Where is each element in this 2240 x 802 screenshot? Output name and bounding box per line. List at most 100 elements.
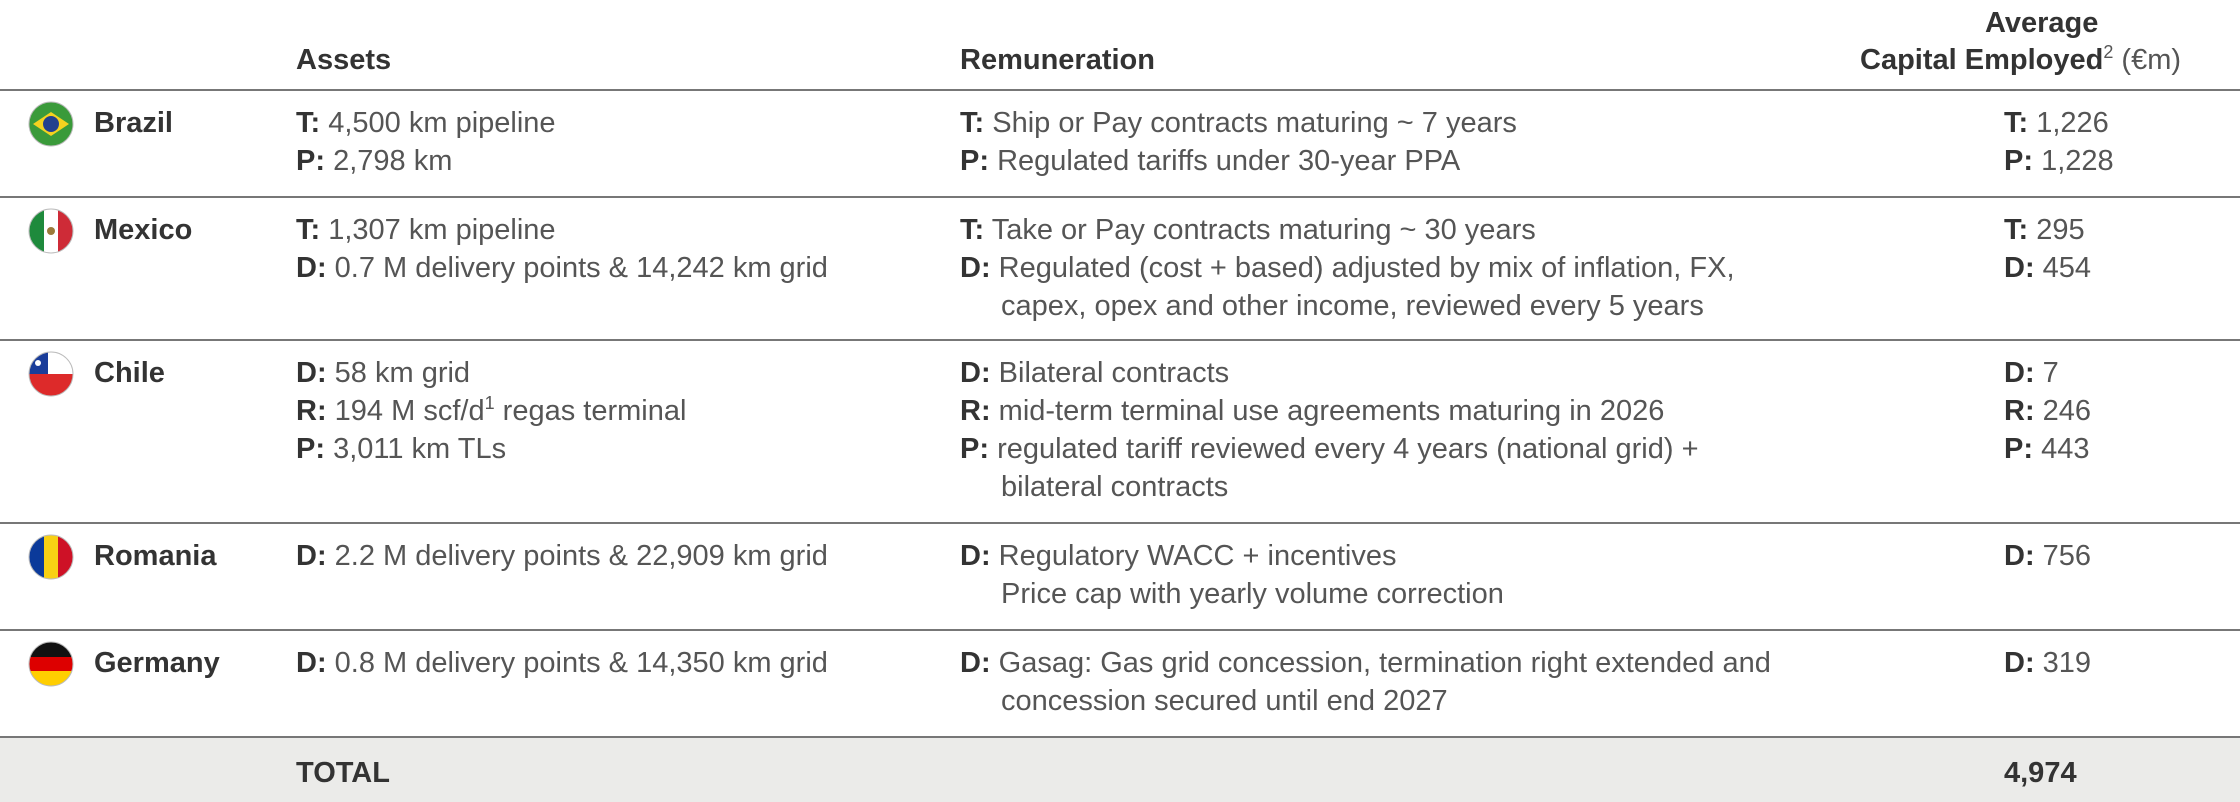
cell-line: D: Gasag: Gas grid concession, terminati…	[960, 644, 1771, 682]
row-divider	[0, 196, 2240, 198]
line-key: P:	[296, 433, 325, 465]
cell-line: concession secured until end 2027	[1001, 682, 1448, 720]
footnote-mark: 1	[484, 393, 495, 413]
cell-line: P: Regulated tariffs under 30-year PPA	[960, 142, 1460, 180]
line-key: D:	[296, 357, 327, 389]
cell-line: T: 295	[2004, 211, 2085, 249]
line-key: T:	[296, 107, 321, 139]
line-key: P:	[2004, 433, 2033, 465]
cell-line: D: 58 km grid	[296, 354, 470, 392]
line-text: 3,011 km TLs	[333, 433, 507, 465]
line-key: T:	[2004, 214, 2029, 246]
cell-line: D: 454	[2004, 249, 2091, 287]
cell-line: P: 2,798 km	[296, 142, 452, 180]
line-text: 443	[2041, 433, 2090, 465]
line-key: D:	[2004, 252, 2035, 284]
line-key: D:	[960, 540, 991, 572]
cell-line: T: 4,500 km pipeline	[296, 104, 556, 142]
line-text: 1,226	[2036, 107, 2109, 139]
line-key: D:	[296, 540, 327, 572]
country: Romania	[94, 540, 217, 572]
flag	[28, 101, 74, 147]
line-text: concession secured until end 2027	[1001, 685, 1448, 717]
line-text: 0.8 M delivery points & 14,350 km grid	[334, 647, 828, 679]
cell-line: T: Ship or Pay contracts maturing ~ 7 ye…	[960, 104, 1517, 142]
cell-line: D: 756	[2004, 537, 2091, 575]
line-text: Regulated (cost + based) adjusted by mix…	[998, 252, 1735, 284]
cell-line: D: 0.8 M delivery points & 14,350 km gri…	[296, 644, 828, 682]
header-assets: Assets	[296, 44, 392, 76]
line-text: regulated tariff reviewed every 4 years …	[997, 433, 1699, 465]
line-text: 1,228	[2041, 145, 2114, 177]
line-text: 0.7 M delivery points & 14,242 km grid	[334, 252, 828, 284]
line-text: Regulatory WACC + incentives	[998, 540, 1397, 572]
country: Chile	[94, 357, 165, 389]
line-text: Gasag: Gas grid concession, termination …	[998, 647, 1771, 679]
line-text: 2,798 km	[333, 145, 453, 177]
line-text: Regulated tariffs under 30-year PPA	[997, 145, 1461, 177]
line-key: D:	[2004, 647, 2035, 679]
header-capital-2: Capital Employed2 (€m)	[1860, 41, 2181, 79]
cell-line: T: 1,307 km pipeline	[296, 211, 556, 249]
cell-line: R: 194 M scf/d1 regas terminal	[296, 392, 686, 430]
total-value: 4,974	[2004, 757, 2077, 789]
line-key: P:	[296, 145, 325, 177]
line-key: D:	[296, 647, 327, 679]
country: Brazil	[94, 107, 173, 139]
line-text: Price cap with yearly volume correction	[1001, 578, 1504, 610]
country: Germany	[94, 647, 220, 679]
line-key: D:	[2004, 357, 2035, 389]
header-remuneration: Remuneration	[960, 44, 1155, 76]
flag	[28, 351, 74, 397]
footnote-mark: 2	[2103, 42, 2114, 62]
cell-line: D: 0.7 M delivery points & 14,242 km gri…	[296, 249, 828, 287]
row-divider	[0, 339, 2240, 341]
cell-line: D: 7	[2004, 354, 2059, 392]
line-key: R:	[2004, 395, 2035, 427]
line-text: 756	[2042, 540, 2092, 572]
line-text: capex, opex and other income, reviewed e…	[1001, 290, 1704, 322]
line-key: R:	[960, 395, 991, 427]
flag	[28, 641, 74, 687]
row-divider	[0, 89, 2240, 91]
line-text: 1,307 km pipeline	[328, 214, 556, 246]
header-capital-text: Capital Employed	[1860, 44, 2104, 76]
line-text: bilateral contracts	[1001, 471, 1229, 503]
line-text: Bilateral contracts	[998, 357, 1230, 389]
line-text: 7	[2042, 357, 2059, 389]
line-text: 194 M scf/d	[334, 395, 485, 427]
line-text: Take or Pay contracts maturing ~ 30 year…	[991, 214, 1536, 246]
cell-line: P: 1,228	[2004, 142, 2114, 180]
cell-line: bilateral contracts	[1001, 468, 1228, 506]
cell-line: capex, opex and other income, reviewed e…	[1001, 287, 1704, 325]
line-text: mid-term terminal use agreements maturin…	[998, 395, 1665, 427]
line-key: D:	[960, 252, 991, 284]
cell-line: R: 246	[2004, 392, 2091, 430]
cell-line: Price cap with yearly volume correction	[1001, 575, 1504, 613]
line-key: D:	[960, 357, 991, 389]
header-capital-1: Average	[1985, 7, 2099, 39]
line-key: P:	[960, 145, 989, 177]
cell-line: T: Take or Pay contracts maturing ~ 30 y…	[960, 211, 1536, 249]
country: Mexico	[94, 214, 193, 246]
line-key: R:	[296, 395, 327, 427]
flag	[28, 208, 74, 254]
cell-line: D: Regulatory WACC + incentives	[960, 537, 1397, 575]
cell-line: P: regulated tariff reviewed every 4 yea…	[960, 430, 1699, 468]
line-key: T:	[960, 107, 985, 139]
line-text: 246	[2042, 395, 2092, 427]
total-label: TOTAL	[296, 757, 390, 789]
cell-line: D: Bilateral contracts	[960, 354, 1229, 392]
line-key: T:	[2004, 107, 2029, 139]
line-text: Ship or Pay contracts maturing ~ 7 years	[992, 107, 1517, 139]
cell-line: P: 3,011 km TLs	[296, 430, 506, 468]
line-key: P:	[960, 433, 989, 465]
flag	[28, 534, 74, 580]
cell-line: T: 1,226	[2004, 104, 2109, 142]
cell-line: R: mid-term terminal use agreements matu…	[960, 392, 1664, 430]
line-text: 295	[2036, 214, 2085, 246]
cell-line: D: Regulated (cost + based) adjusted by …	[960, 249, 1735, 287]
line-text: 454	[2042, 252, 2092, 284]
line-key: P:	[2004, 145, 2033, 177]
